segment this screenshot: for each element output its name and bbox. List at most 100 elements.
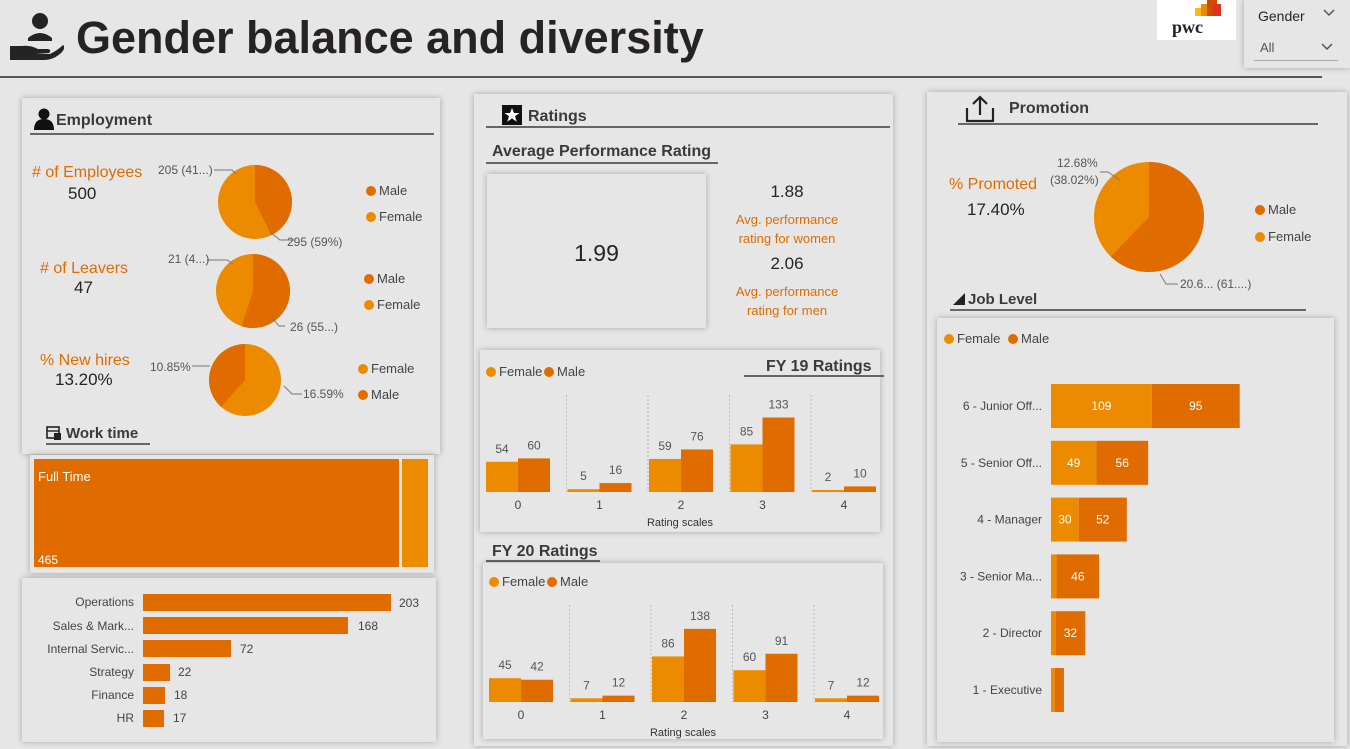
ratings-title-underline [486, 126, 890, 128]
women-rating-label-1: Avg. performance [735, 212, 839, 227]
fy20-data-label: 7 [828, 678, 835, 692]
joblevel-title: Job Level [968, 291, 1038, 308]
fy20-bar-male-0 [521, 679, 553, 702]
legend-dot [544, 367, 554, 377]
newhires-pie [209, 344, 281, 416]
fy19-bar-female-1 [567, 489, 600, 492]
fy19-legend-female: Female [486, 364, 542, 379]
legend-text: Female [371, 361, 415, 376]
joblevel-category-label: 2 - Director [983, 626, 1042, 640]
newhires-pie-male [209, 344, 245, 407]
dept-bar [143, 664, 170, 681]
legend-text: Female [1268, 229, 1312, 244]
legend-text: Male [1021, 331, 1050, 346]
newhires-label: % New hires [40, 352, 130, 369]
fy20-data-label: 12 [612, 676, 626, 690]
fy19-bar-female-4 [812, 490, 844, 492]
fy20-x-tick: 0 [518, 708, 525, 722]
avg-rating-title: Average Performance Rating [492, 143, 712, 160]
fy20-title: FY 20 Ratings [492, 543, 598, 560]
dept-name: Sales & Mark... [52, 619, 134, 633]
promotion-legend-female: Female [1255, 229, 1311, 244]
legend-dot [358, 390, 368, 400]
joblevel-data-label: 46 [1071, 569, 1085, 583]
fy20-bar-female-4 [815, 698, 847, 702]
avg-rating-value: 1.99 [574, 240, 619, 266]
worktime-title-underline [46, 443, 150, 445]
dept-bar [143, 640, 231, 657]
fy19-title-underline [744, 375, 884, 377]
joblevel-bar-male-2 [1078, 497, 1127, 542]
dept-bar [143, 594, 391, 611]
gender-dropdown[interactable]: All [1254, 34, 1338, 61]
dept-value: 22 [178, 665, 192, 679]
legend-text: Male [560, 574, 589, 589]
leavers-pie-male [241, 254, 291, 328]
upload-icon [964, 94, 996, 124]
employees-pie-male [255, 165, 292, 236]
fy20-bar-female-2 [652, 656, 684, 702]
joblevel-data-label: 32 [1064, 626, 1078, 640]
pwc-logo-mark [1195, 0, 1223, 16]
slicer-label: Gender [1258, 8, 1305, 24]
women-rating-label-2: rating for women [738, 231, 836, 246]
joblevel-category-label: 3 - Senior Ma... [960, 569, 1042, 583]
newhires-legend-male: Male [358, 387, 399, 402]
promotion-pie-male [1110, 162, 1204, 272]
joblevel-bar-male-5 [1054, 668, 1064, 712]
joblevel-bar-female-1 [1051, 440, 1097, 485]
joblevel-data-label: 56 [1116, 456, 1130, 470]
fy20-x-tick: 2 [681, 708, 688, 722]
employees-label-male: 295 (59%) [287, 235, 343, 249]
bar-chart-icon [953, 292, 965, 305]
legend-text: Male [371, 387, 400, 402]
joblevel-data-label: 30 [1058, 513, 1072, 527]
gender-slicer: Gender All [1244, 0, 1350, 68]
legend-text: Female [957, 331, 1001, 346]
fy19-data-label: 85 [740, 424, 754, 438]
newhires-value: 13.20% [55, 370, 113, 389]
treemap-parttime[interactable] [402, 459, 428, 567]
newhires-legend-female: Female [358, 361, 414, 376]
legend-dot [366, 212, 376, 222]
promoted-label: % Promoted [949, 176, 1038, 193]
collapse-chevron-icon[interactable] [1322, 6, 1336, 20]
legend-text: Female [502, 574, 546, 589]
dept-value: 18 [174, 688, 188, 702]
fy19-panel [480, 350, 880, 532]
departments-chart: Operations 203 Sales & Mark... 168 Inter… [22, 578, 436, 742]
men-rating-label-1: Avg. performance [735, 284, 839, 299]
worktime-title: Work time [66, 425, 139, 442]
fy19-bar-male-2 [681, 449, 713, 492]
newhires-pie-leaders [192, 365, 302, 395]
fy20-data-label: 7 [583, 678, 590, 692]
dept-bar [143, 617, 348, 634]
fy20-x-axis-label: Rating scales [650, 727, 717, 739]
fy20-bar-female-0 [489, 678, 521, 702]
ratings-title: Ratings [528, 108, 587, 125]
promotion-title-underline [958, 123, 1318, 125]
avg-rating-underline [486, 162, 718, 164]
dept-name: Internal Servic... [47, 642, 134, 656]
fy20-chart: 45 42 0 7 12 1 86 138 2 60 91 3 7 12 4 Rating scales [489, 605, 879, 739]
promotion-legend-male: Male [1255, 202, 1296, 217]
treemap-fulltime[interactable]: Full Time 465 [34, 459, 399, 567]
fy20-data-label: 42 [530, 660, 544, 674]
fy19-bar-male-1 [599, 483, 632, 492]
dept-name: Strategy [89, 665, 134, 679]
dept-value: 203 [399, 596, 420, 610]
promotion-pie-leaders [1100, 171, 1178, 285]
dept-value: 168 [358, 619, 379, 633]
employees-legend-female: Female [366, 209, 422, 224]
legend-dot [364, 274, 374, 284]
employees-legend-male: Male [366, 183, 407, 198]
joblevel-category-label: 6 - Junior Off... [963, 399, 1042, 413]
legend-dot [358, 364, 368, 374]
women-rating-value: 1.88 [770, 182, 804, 201]
chevron-down-icon [1320, 40, 1334, 54]
legend-dot [486, 367, 496, 377]
fy20-data-label: 138 [690, 609, 710, 623]
legend-text: Male [377, 271, 406, 286]
legend-dot [364, 300, 374, 310]
fy19-legend-male: Male [544, 364, 585, 379]
